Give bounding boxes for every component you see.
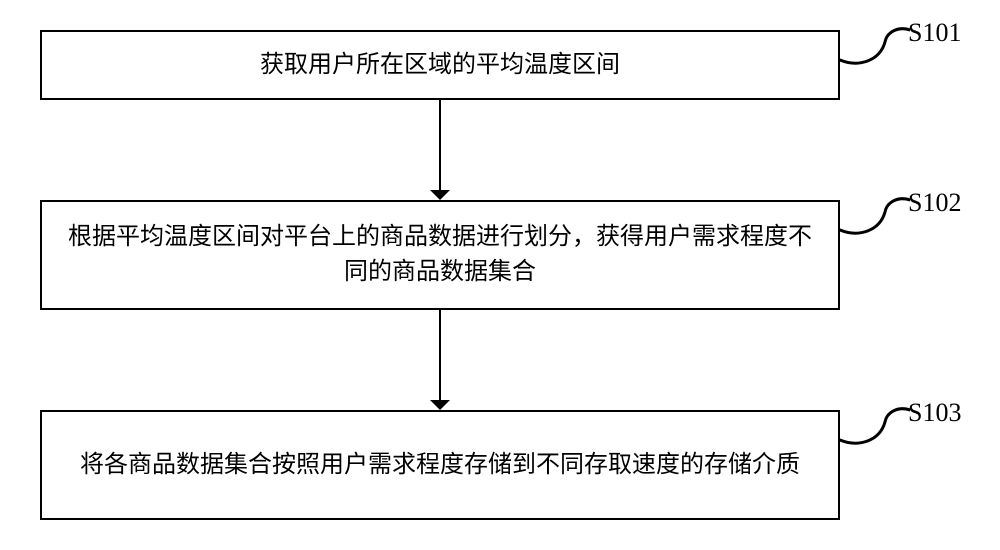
flowchart-canvas: 获取用户所在区域的平均温度区间 S101 根据平均温度区间对平台上的商品数据进行… [0, 0, 1000, 550]
arrow-line-1 [439, 100, 441, 190]
callout-s101 [840, 20, 910, 75]
step-label-s103: S103 [908, 398, 961, 428]
step-text: 获取用户所在区域的平均温度区间 [260, 48, 620, 83]
step-label-s101: S101 [908, 18, 961, 48]
arrow-head-2 [430, 400, 450, 410]
step-box-s101: 获取用户所在区域的平均温度区间 [40, 30, 840, 100]
step-text: 将各商品数据集合按照用户需求程度存储到不同存取速度的存储介质 [80, 448, 800, 483]
callout-s102 [840, 190, 910, 245]
arrow-line-2 [439, 310, 441, 400]
step-label-s102: S102 [908, 188, 961, 218]
arrow-head-1 [430, 190, 450, 200]
callout-s103 [840, 400, 910, 455]
step-box-s103: 将各商品数据集合按照用户需求程度存储到不同存取速度的存储介质 [40, 410, 840, 520]
step-box-s102: 根据平均温度区间对平台上的商品数据进行划分，获得用户需求程度不同的商品数据集合 [40, 200, 840, 310]
step-text: 根据平均温度区间对平台上的商品数据进行划分，获得用户需求程度不同的商品数据集合 [66, 220, 814, 290]
